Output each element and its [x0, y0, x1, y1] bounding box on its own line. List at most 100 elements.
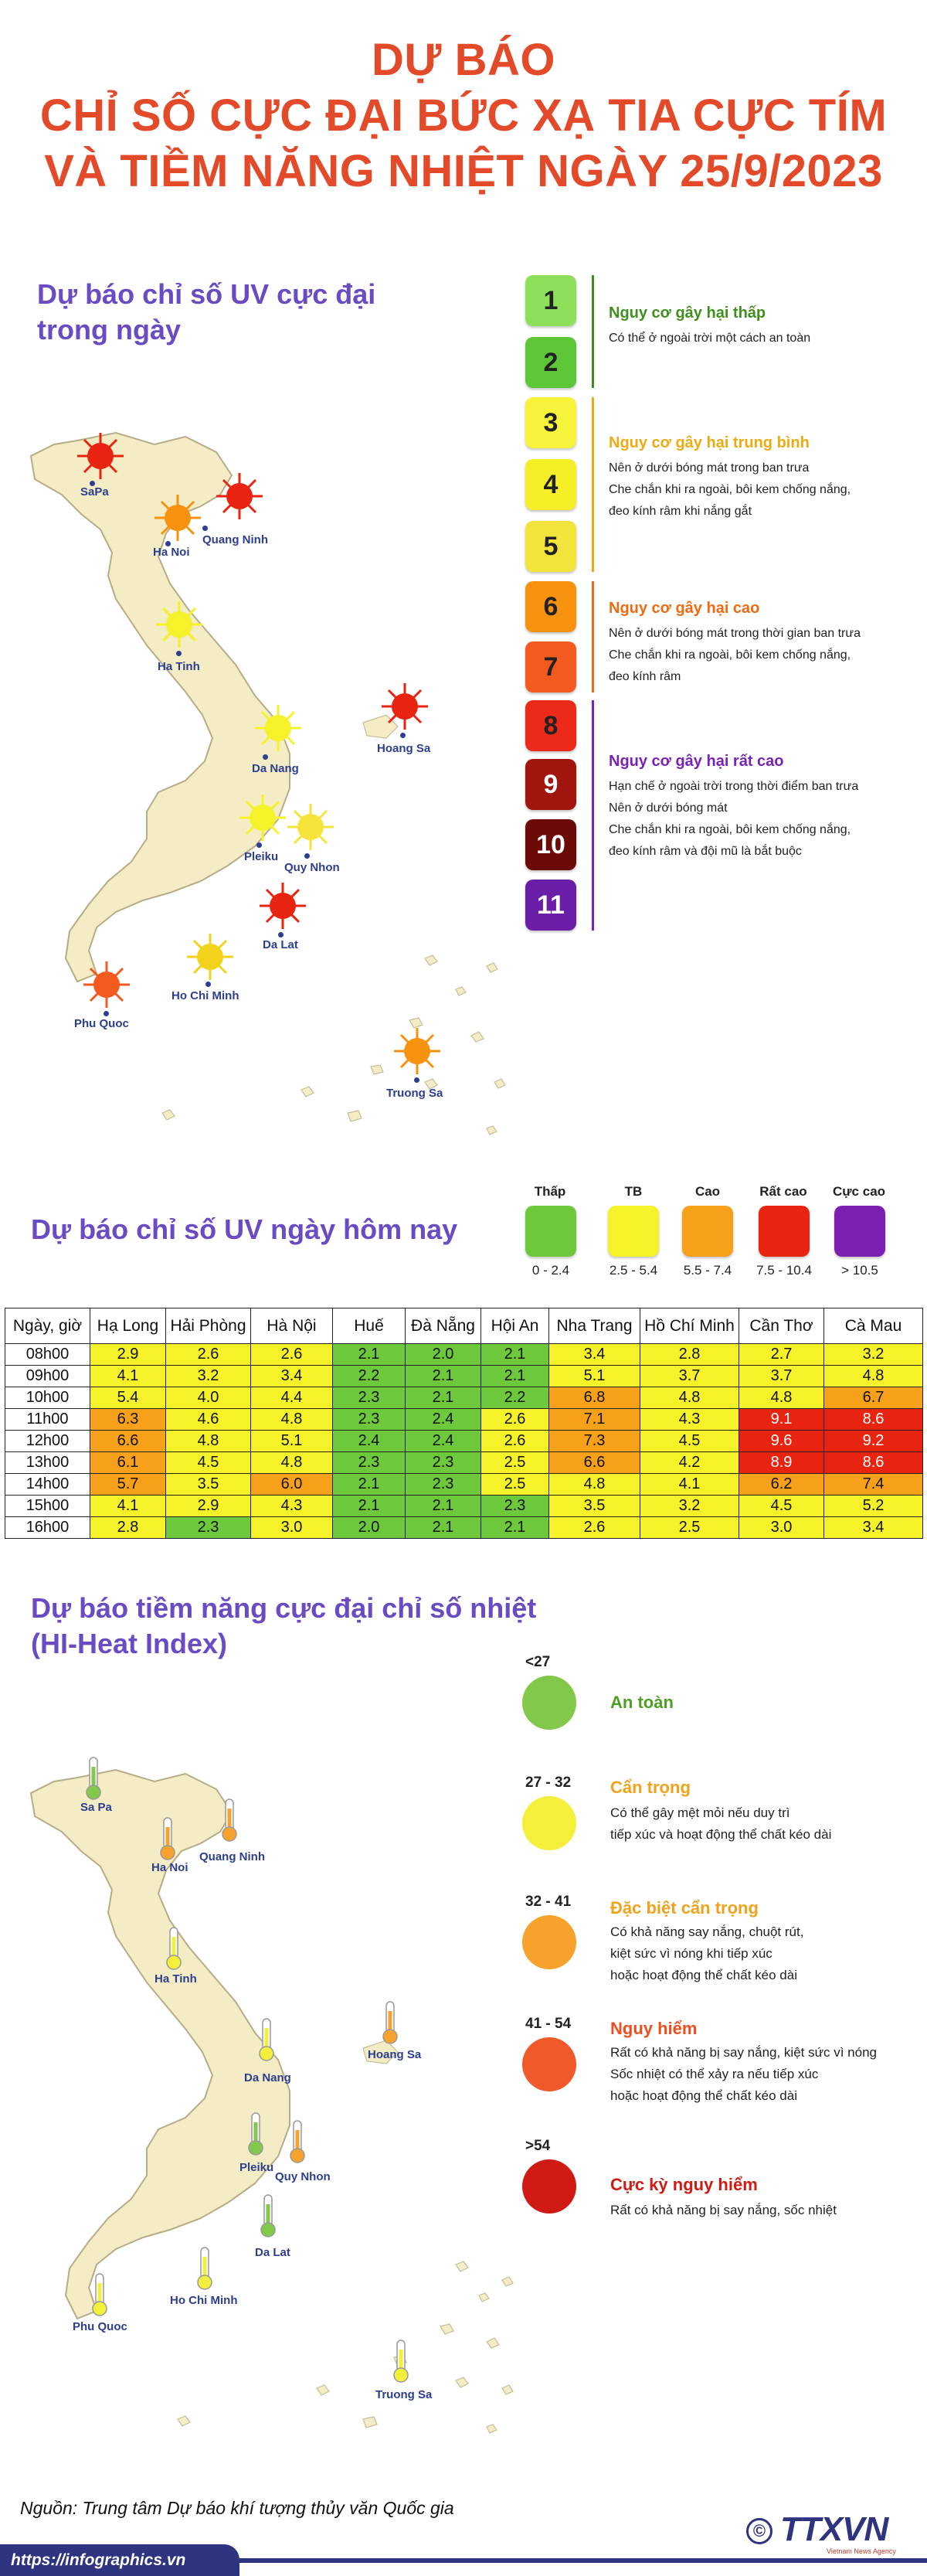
source-note: Nguồn: Trung tâm Dự báo khí tượng thủy v…: [20, 2498, 454, 2518]
hi-desc-extreme-caution: Có khả năng say nắng, chuột rút, kiệt sứ…: [610, 1921, 919, 1986]
uv-value-cell: 3.2: [165, 1365, 251, 1387]
sun-icon: [187, 934, 233, 980]
heat-index-heading-line2: (HI-Heat Index): [31, 1628, 228, 1659]
uv-value-cell: 3.2: [823, 1343, 923, 1366]
uv-value-cell: 6.6: [548, 1451, 640, 1474]
thermometer-icon: [86, 1757, 101, 1800]
uv-level-4: 4: [525, 459, 576, 510]
uv-today-heading: Dự báo chỉ số UV ngày hôm nay: [31, 1213, 458, 1245]
hi-city-label-pleiku: Pleiku: [239, 2161, 274, 2174]
sun-icon: [154, 495, 201, 541]
uv-value-cell: 3.5: [548, 1495, 640, 1517]
uv-group-title-high: Nguy cơ gây hại cao: [609, 600, 760, 617]
hi-circle-safe: [522, 1676, 576, 1730]
hi-range-extreme-caution: 32 - 41: [525, 1894, 572, 1910]
uv-value-cell: 4.0: [165, 1387, 251, 1409]
city-dot: [205, 982, 211, 987]
uv-group-desc-high: Nên ở dưới bóng mát trong thời gian ban …: [609, 623, 918, 688]
heat-index-heading: Dự báo tiềm năng cực đại chỉ số nhiệt (H…: [31, 1591, 536, 1662]
thermometer-icon: [197, 2247, 212, 2290]
hi-city-label-dalat: Da Lat: [255, 2246, 290, 2259]
hi-city-label-quynhon: Quy Nhon: [275, 2170, 331, 2183]
footer-url-link[interactable]: https://infographics.vn: [0, 2544, 239, 2576]
uv-value-cell: 2.4: [332, 1430, 406, 1452]
desc-line: Nên ở dưới bóng mát trong thời gian ban …: [609, 627, 861, 640]
uv-value-cell: 4.3: [640, 1408, 739, 1431]
uv-level-7: 7: [525, 641, 576, 692]
uv-value-cell: 2.1: [480, 1365, 549, 1387]
uv-value-cell: 2.3: [165, 1516, 251, 1539]
uv-level-3: 3: [525, 397, 576, 448]
uv-value-cell: 3.7: [739, 1365, 824, 1387]
uv-map-heading-line1: Dự báo chỉ số UV cực đại: [37, 278, 376, 310]
uv-value-cell: 2.6: [480, 1408, 549, 1431]
uv-value-cell: 4.3: [250, 1495, 333, 1517]
table-row: 12h00 6.6 4.8 5.1 2.4 2.4 2.6 7.3 4.5 9.6 9.2: [5, 1430, 923, 1452]
uv-level-1: 1: [525, 275, 576, 326]
uv-value-cell: 4.8: [250, 1451, 333, 1474]
uv-value-cell: 7.1: [548, 1408, 640, 1431]
uv-value-cell: 4.8: [548, 1473, 640, 1496]
city-dot: [176, 651, 182, 656]
time-cell: 12h00: [5, 1430, 90, 1452]
city-dot: [165, 541, 171, 546]
city-label-phuquoc: Phu Quoc: [74, 1017, 129, 1030]
hi-city-label-hoangsa: Hoang Sa: [368, 2048, 422, 2061]
legend-box-extreme: [834, 1206, 885, 1257]
hi-desc-caution: Có thể gây mệt mỏi nếu duy trì tiếp xúc …: [610, 1802, 919, 1846]
uv-map-heading-line2: trong ngày: [37, 314, 181, 345]
uv-value-cell: 6.7: [823, 1387, 923, 1409]
uv-value-cell: 2.1: [480, 1343, 549, 1366]
uv-group-title-low: Nguy cơ gây hại thấp: [609, 305, 766, 322]
uv-value-cell: 4.4: [250, 1387, 333, 1409]
uv-value-cell: 7.3: [548, 1430, 640, 1452]
uv-value-cell: 5.7: [90, 1473, 166, 1496]
title-line-1: DỰ BÁO: [371, 35, 555, 85]
uv-value-cell: 2.3: [332, 1387, 406, 1409]
desc-line: Che chắn khi ra ngoài, bôi kem chống nắn…: [609, 823, 851, 836]
sun-icon: [394, 1028, 440, 1074]
uv-value-cell: 4.8: [165, 1430, 251, 1452]
uv-value-cell: 9.6: [739, 1430, 824, 1452]
time-cell: 09h00: [5, 1365, 90, 1387]
hi-city-label-hatinh: Ha Tinh: [154, 1972, 197, 1986]
uv-value-cell: 2.9: [165, 1495, 251, 1517]
desc-line: Nên ở dưới bóng mát: [609, 801, 728, 815]
uv-value-cell: 2.3: [332, 1408, 406, 1431]
uv-value-cell: 2.5: [480, 1473, 549, 1496]
city-label-hatinh: Ha Tinh: [158, 660, 200, 673]
hi-range-caution: 27 - 32: [525, 1775, 572, 1791]
hi-title-extreme-caution: Đặc biệt cẩn trọng: [610, 1898, 759, 1918]
city-label-quangninh: Quang Ninh: [202, 533, 268, 546]
uv-value-cell: 2.1: [405, 1387, 481, 1409]
uv-value-cell: 8.6: [823, 1408, 923, 1431]
uv-level-10: 10: [525, 819, 576, 870]
ttxvn-logo: TTXVN: [780, 2510, 888, 2548]
time-cell: 13h00: [5, 1451, 90, 1474]
heat-index-heading-line1: Dự báo tiềm năng cực đại chỉ số nhiệt: [31, 1592, 537, 1624]
city-dot: [414, 1077, 419, 1083]
uv-value-cell: 4.1: [90, 1365, 166, 1387]
uv-group-title-very-high: Nguy cơ gây hại rất cao: [609, 753, 784, 770]
column-header: Nha Trang: [548, 1308, 640, 1344]
uv-value-cell: 3.4: [250, 1365, 333, 1387]
desc-line: Rất có khả năng bị say nắng, kiệt sức vì…: [610, 2045, 877, 2060]
legend-range-extreme: > 10.5: [841, 1263, 878, 1278]
time-cell: 14h00: [5, 1473, 90, 1496]
sun-icon: [77, 433, 124, 479]
table-row: 10h00 5.4 4.0 4.4 2.3 2.1 2.2 6.8 4.8 4.8 6.7: [5, 1387, 923, 1409]
uv-value-cell: 6.0: [250, 1473, 333, 1496]
desc-line: đeo kính râm: [609, 670, 681, 683]
thermometer-icon: [382, 2001, 398, 2044]
table-row: 14h00 5.7 3.5 6.0 2.1 2.3 2.5 4.8 4.1 6.2 7.4: [5, 1473, 923, 1496]
uv-bracket-high: [592, 581, 594, 692]
column-header: Đà Nẵng: [405, 1308, 481, 1344]
uv-value-cell: 4.8: [739, 1387, 824, 1409]
uv-value-cell: 3.4: [823, 1516, 923, 1539]
hi-range-extreme-danger: >54: [525, 2138, 551, 2154]
uv-value-cell: 5.1: [250, 1430, 333, 1452]
hi-city-label-hcm: Ho Chi Minh: [170, 2294, 238, 2307]
uv-value-cell: 4.2: [640, 1451, 739, 1474]
legend-label-low: Thấp: [534, 1184, 566, 1199]
thermometer-icon: [393, 2339, 409, 2383]
